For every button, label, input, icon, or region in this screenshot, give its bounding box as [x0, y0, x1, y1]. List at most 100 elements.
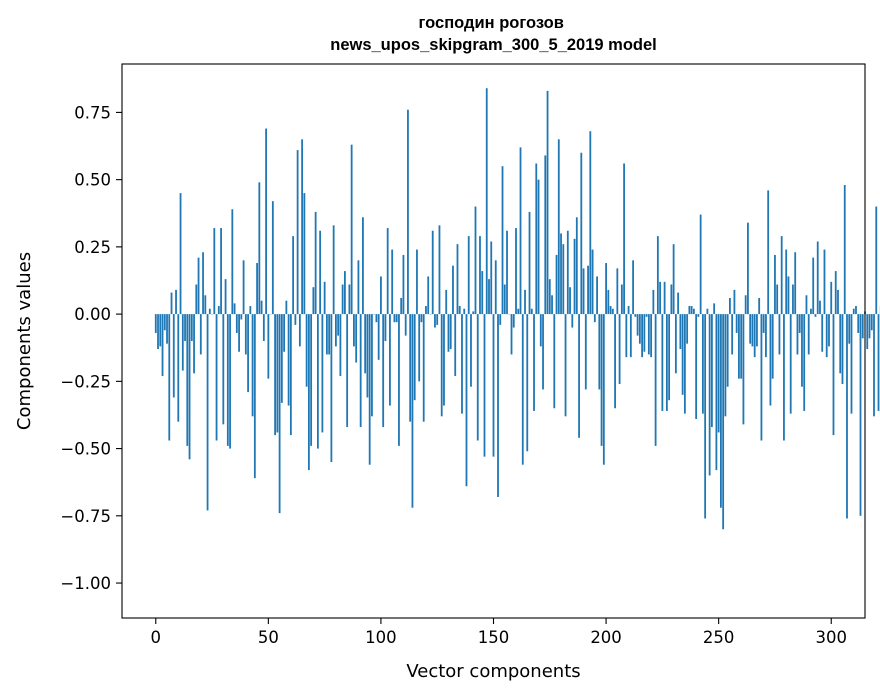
bar-174: [546, 90, 549, 315]
bar-248: [713, 303, 716, 315]
bar-173: [544, 155, 547, 315]
bar-105: [391, 249, 394, 315]
bar-154: [501, 166, 504, 315]
bar-213: [634, 314, 637, 317]
bar-96: [371, 314, 373, 417]
bar-169: [535, 163, 538, 315]
bar-228: [668, 314, 671, 401]
y-tick-label: −0.50: [60, 440, 111, 459]
bar-53: [274, 314, 276, 436]
bar-4: [163, 314, 166, 331]
bar-41: [247, 314, 249, 393]
bar-289: [805, 295, 808, 315]
bar-277: [778, 314, 781, 355]
bar-60: [289, 314, 292, 436]
bar-290: [807, 314, 810, 355]
bar-70: [312, 287, 315, 315]
bar-266: [753, 314, 756, 358]
bar-98: [375, 314, 378, 323]
bar-129: [445, 289, 448, 315]
bar-57: [283, 314, 286, 352]
bar-203: [611, 308, 614, 315]
bar-18: [195, 284, 198, 315]
bar-54: [276, 314, 279, 433]
y-tick-label: −1.00: [60, 574, 111, 593]
bar-261: [742, 314, 745, 425]
bar-175: [548, 279, 551, 315]
bar-220: [650, 314, 653, 358]
bar-21: [202, 252, 204, 315]
bar-0: [154, 314, 157, 333]
bar-311: [855, 306, 857, 315]
bar-195: [593, 314, 596, 323]
bar-116: [416, 249, 418, 315]
bar-146: [483, 314, 486, 457]
bar-284: [794, 252, 797, 315]
bar-302: [834, 271, 837, 315]
bar-170: [537, 179, 540, 315]
chart-title: господин рогозов news_upos_skipgram_300_…: [330, 14, 657, 54]
bar-316: [866, 314, 869, 350]
bar-184: [569, 287, 571, 315]
bar-149: [490, 241, 493, 315]
bar-139: [467, 236, 470, 315]
bar-238: [690, 306, 693, 315]
bar-52: [271, 201, 274, 315]
bar-29: [220, 228, 222, 315]
bar-246: [708, 314, 711, 476]
bar-200: [605, 263, 607, 315]
bar-280: [785, 249, 788, 315]
bar-91: [359, 314, 362, 428]
bar-136: [461, 314, 463, 414]
bar-160: [515, 228, 517, 315]
bar-16: [190, 314, 193, 341]
bar-88: [353, 314, 355, 347]
bar-270: [762, 314, 765, 333]
bar-305: [841, 314, 844, 385]
bar-151: [494, 260, 497, 315]
bar-156: [506, 230, 508, 315]
bar-93: [364, 314, 367, 374]
bar-198: [600, 314, 603, 446]
bar-304: [839, 314, 842, 374]
bar-269: [760, 314, 763, 441]
bar-92: [362, 217, 364, 315]
bar-69: [310, 314, 313, 446]
bar-183: [566, 230, 569, 315]
bar-118: [420, 314, 423, 323]
bar-262: [744, 295, 747, 315]
bar-306: [843, 185, 846, 315]
bar-104: [389, 314, 391, 406]
bar-33: [229, 314, 231, 449]
bar-15: [188, 314, 191, 460]
bar-314: [861, 314, 864, 339]
bar-250: [717, 314, 720, 433]
chart-title-line-2: news_upos_skipgram_300_5_2019 model: [330, 36, 657, 54]
bar-42: [249, 306, 252, 315]
bar-23: [206, 314, 209, 511]
bar-212: [632, 260, 634, 315]
y-tick-label: 0.00: [74, 305, 111, 324]
bar-258: [735, 314, 738, 333]
bar-55: [278, 314, 281, 514]
bar-64: [298, 314, 301, 347]
bar-11: [179, 193, 182, 315]
bar-245: [706, 308, 709, 315]
bar-137: [463, 308, 466, 315]
bar-111: [404, 314, 407, 336]
bar-103: [386, 228, 389, 315]
bar-286: [798, 314, 801, 333]
bar-309: [850, 314, 853, 414]
bar-186: [573, 238, 576, 315]
bar-255: [729, 297, 731, 315]
y-axis-label: Components values: [14, 252, 35, 430]
bar-144: [479, 236, 481, 315]
bar-297: [823, 249, 826, 315]
bar-249: [715, 314, 718, 471]
bar-164: [524, 289, 526, 315]
bar-141: [472, 311, 475, 315]
bar-172: [542, 314, 544, 390]
bar-140: [470, 314, 472, 387]
bar-276: [776, 284, 779, 315]
